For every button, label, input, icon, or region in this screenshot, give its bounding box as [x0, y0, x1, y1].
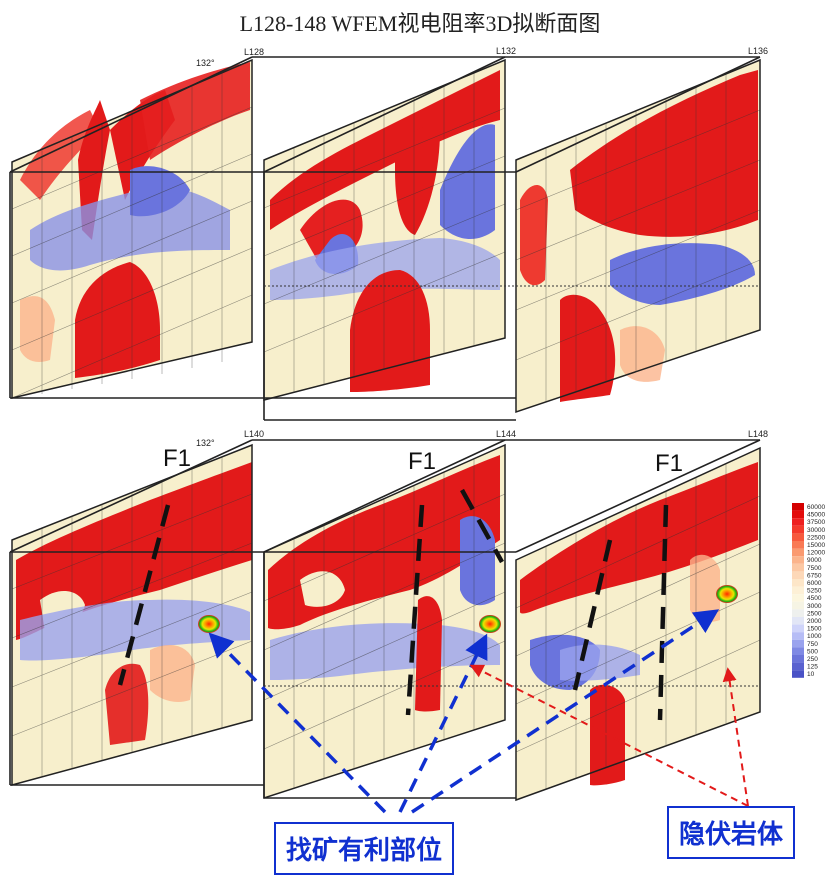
colorbar-swatch — [792, 571, 804, 579]
colorbar-tick-label: 22500 — [807, 534, 825, 541]
section-panel-l128 — [11, 58, 253, 399]
colorbar-swatch — [792, 647, 804, 655]
colorbar-tick-label: 5250 — [807, 588, 822, 595]
colorbar-swatch — [792, 609, 804, 617]
target-marker-l144 — [479, 615, 501, 633]
colorbar-swatch — [792, 518, 804, 526]
colorbar-swatch — [792, 594, 804, 602]
colorbar-tick-label: 10 — [807, 671, 815, 678]
colorbar-tick-label: 3000 — [807, 603, 822, 610]
line-label-l140: L140 — [244, 429, 264, 439]
colorbar-tick-label: 30000 — [807, 527, 825, 534]
target-marker-l140 — [198, 615, 220, 633]
colorbar-tick-label: 60000 — [807, 504, 825, 511]
line-label-l144: L144 — [496, 429, 516, 439]
colorbar-tick-label: 12000 — [807, 550, 825, 557]
colorbar-tick-label: 6750 — [807, 572, 822, 579]
bottom-frame — [9, 439, 761, 799]
angle-label-bottom: 132° — [196, 438, 215, 448]
colorbar-tick-label: 750 — [807, 641, 818, 648]
line-label-l132: L132 — [496, 46, 516, 56]
line-label-l136: L136 — [748, 46, 768, 56]
colorbar-tick-label: 2500 — [807, 610, 822, 617]
colorbar-swatch — [792, 632, 804, 640]
angle-label-top: 132° — [196, 58, 215, 68]
colorbar-swatch — [792, 563, 804, 572]
colorbar-tick-label: 2000 — [807, 618, 822, 625]
colorbar-swatch — [792, 548, 804, 557]
colorbar-tick-label: 500 — [807, 648, 818, 655]
favorable-zone-callout: 找矿有利部位 — [274, 822, 455, 875]
colorbar-swatch — [792, 639, 804, 648]
colorbar-swatch — [792, 556, 804, 564]
figure-title: L128-148 WFEM视电阻率3D拟断面图 — [239, 11, 601, 36]
top-row-sections — [9, 56, 761, 421]
colorbar-swatch — [792, 503, 804, 511]
colorbar-swatch — [792, 525, 804, 534]
line-label-l128: L128 — [244, 47, 264, 57]
section-panel-l148 — [515, 446, 761, 802]
colorbar-tick-label: 4500 — [807, 595, 822, 602]
colorbar-swatch — [792, 579, 804, 587]
colorbar-swatch — [792, 655, 804, 663]
bottom-row-sections — [9, 439, 761, 814]
colorbar-tick-label: 45000 — [807, 512, 825, 519]
section-panel-l132 — [263, 58, 506, 401]
colorbar-tick-label: 7500 — [807, 565, 822, 572]
colorbar-swatch — [792, 541, 804, 549]
colorbar-swatch — [792, 586, 804, 595]
colorbar-swatch — [792, 662, 804, 671]
colorbar-tick-label: 15000 — [807, 542, 825, 549]
colorbar-swatch — [792, 601, 804, 610]
colorbar-tick-label: 6000 — [807, 580, 822, 587]
colorbar-tick-label: 1500 — [807, 626, 822, 633]
colorbar-tick-label: 250 — [807, 656, 818, 663]
fault-label-l144: F1 — [408, 448, 436, 475]
fault-lines — [117, 488, 669, 721]
colorbar-tick-label: 1000 — [807, 633, 822, 640]
fault-label-l140: F1 — [163, 445, 191, 472]
colorbar-swatch — [792, 624, 804, 633]
top-frame — [9, 56, 761, 421]
labels: L128 L132 L136 132° L140 L144 L148 132° … — [163, 46, 768, 477]
colorbar-swatch — [792, 670, 804, 678]
colorbar-swatch — [792, 617, 804, 625]
colorbar-swatch — [792, 510, 804, 519]
colorbar-tick-label: 125 — [807, 664, 818, 671]
colorbar-tick-label: 37500 — [807, 519, 825, 526]
section-panel-l140 — [11, 443, 253, 786]
hidden-rock-arrows — [469, 664, 749, 807]
colorbar-tick-label: 9000 — [807, 557, 822, 564]
target-marker-l148 — [716, 585, 738, 603]
colorbar-legend: 6000045000375003000022500150001200090007… — [792, 503, 825, 678]
section-panel-l136 — [515, 58, 761, 414]
hidden-rock-callout: 隐伏岩体 — [667, 806, 796, 859]
fault-label-l148: F1 — [655, 450, 683, 477]
colorbar-swatch — [792, 533, 804, 541]
section-panel-l144 — [263, 443, 506, 800]
line-label-l148: L148 — [748, 429, 768, 439]
